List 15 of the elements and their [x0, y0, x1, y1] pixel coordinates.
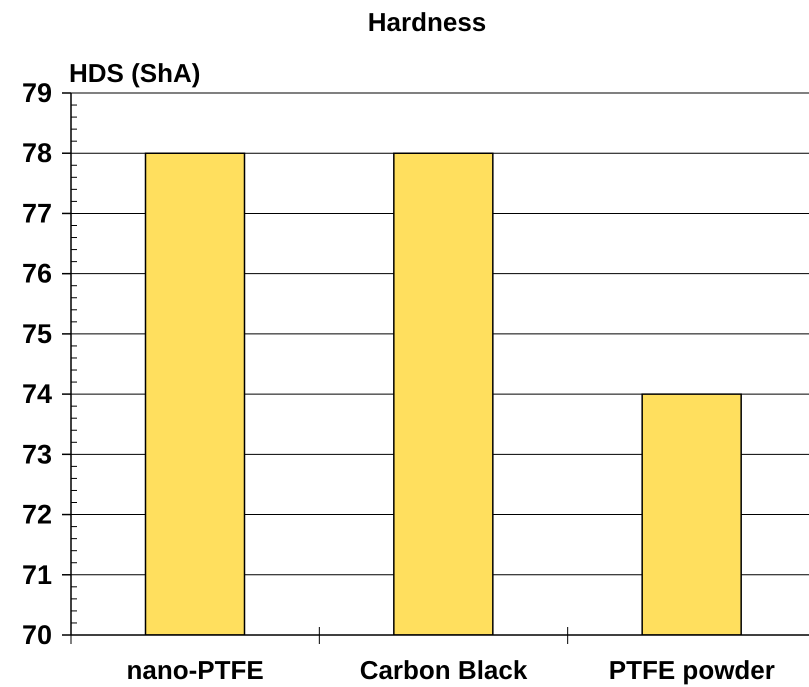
x-tick-label: PTFE powder	[608, 655, 775, 685]
y-axis-title: HDS (ShA)	[69, 58, 200, 88]
y-tick-label: 73	[22, 439, 52, 470]
y-tick-label: 74	[22, 379, 52, 410]
y-tick-label: 77	[22, 198, 52, 228]
x-tick-label: Carbon Black	[360, 655, 528, 685]
y-tick-label: 79	[22, 78, 52, 108]
y-tick-label: 75	[22, 318, 52, 349]
y-tick-label: 72	[22, 500, 52, 530]
y-tick-label: 76	[22, 258, 52, 289]
x-tick-label: nano-PTFE	[126, 655, 264, 685]
chart-title: Hardness	[368, 7, 486, 37]
y-tick-label: 78	[22, 138, 52, 168]
y-tick-label: 70	[22, 620, 52, 650]
y-tick-label: 71	[22, 560, 52, 590]
